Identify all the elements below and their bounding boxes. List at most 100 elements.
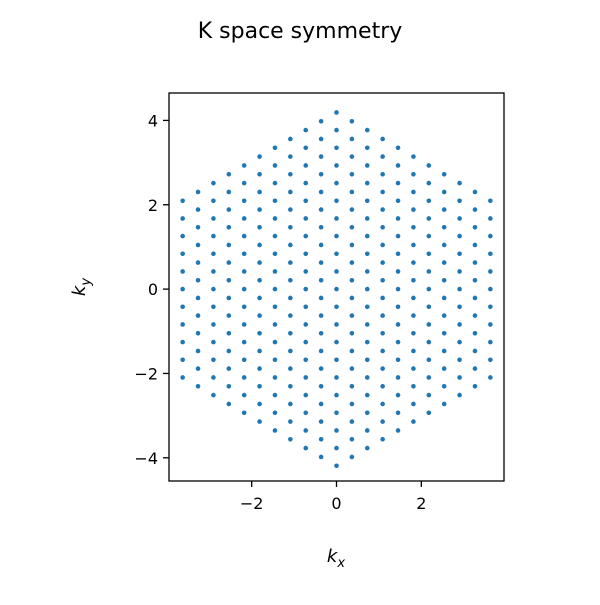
data-point [488, 357, 493, 363]
data-point [364, 357, 370, 363]
data-point [349, 454, 355, 460]
data-point [395, 339, 401, 345]
data-point [303, 304, 309, 310]
data-point [426, 163, 432, 168]
data-point [380, 224, 385, 230]
data-point [364, 269, 370, 274]
data-point [288, 436, 293, 442]
data-point [334, 233, 339, 239]
data-point [257, 277, 262, 283]
data-point [303, 286, 309, 292]
data-point [395, 322, 401, 327]
data-point [441, 383, 447, 389]
data-point [272, 286, 278, 292]
data-point [364, 145, 370, 151]
data-point [457, 357, 462, 363]
data-point [334, 269, 339, 274]
data-point [364, 375, 370, 380]
data-point [349, 295, 355, 301]
data-point [395, 428, 401, 433]
data-point [288, 295, 293, 301]
data-point [441, 313, 447, 318]
data-point [441, 401, 447, 407]
data-point [195, 330, 201, 336]
data-point [226, 277, 232, 283]
data-point [241, 392, 247, 398]
data-point [180, 269, 185, 274]
data-point [211, 216, 216, 221]
data-point [257, 401, 262, 407]
data-point [380, 295, 385, 301]
data-point [288, 260, 293, 265]
data-point [318, 366, 324, 371]
data-point [257, 419, 262, 424]
data-point [380, 401, 385, 407]
data-point [272, 428, 278, 433]
data-point [303, 375, 309, 380]
data-point [303, 392, 309, 398]
data-point [241, 198, 247, 204]
data-point [395, 233, 401, 239]
data-point [180, 357, 185, 363]
chart-title: K space symmetry [198, 19, 403, 44]
y-axis-label-group: ky [69, 278, 94, 296]
data-point [426, 322, 432, 327]
data-point [457, 304, 462, 310]
data-point [349, 136, 355, 142]
data-point [180, 286, 185, 292]
data-point [364, 216, 370, 221]
data-point [380, 383, 385, 389]
data-point [488, 339, 493, 345]
data-point [380, 189, 385, 195]
data-point [380, 419, 385, 424]
data-point [349, 154, 355, 159]
y-axis-ticks: −4 −2 0 2 4 [134, 111, 169, 468]
data-point [318, 136, 324, 142]
data-point [303, 233, 309, 239]
data-point [488, 269, 493, 274]
data-point [226, 260, 232, 265]
data-point [318, 154, 324, 159]
x-tick-label: 0 [331, 494, 341, 513]
data-point [441, 348, 447, 354]
data-point [395, 216, 401, 221]
data-point [257, 348, 262, 354]
data-point [395, 251, 401, 257]
data-point [411, 242, 416, 248]
data-point [226, 383, 232, 389]
data-point [211, 269, 216, 274]
data-point [272, 145, 278, 151]
data-point [457, 216, 462, 221]
data-point [272, 233, 278, 239]
data-point [318, 207, 324, 212]
data-point [426, 286, 432, 292]
data-point [441, 242, 447, 248]
data-point [349, 277, 355, 283]
data-point [272, 251, 278, 257]
data-point [226, 313, 232, 318]
data-point [426, 339, 432, 345]
data-point [334, 445, 339, 451]
data-point [472, 207, 478, 212]
data-point [380, 154, 385, 159]
data-point [288, 224, 293, 230]
data-point [411, 224, 416, 230]
data-point [180, 233, 185, 239]
data-point [441, 171, 447, 177]
data-point [303, 127, 309, 133]
data-point [349, 118, 355, 124]
data-point [257, 171, 262, 177]
data-point [272, 410, 278, 416]
data-point [411, 295, 416, 301]
data-point [395, 145, 401, 151]
data-point [211, 375, 216, 380]
data-point [318, 242, 324, 248]
data-point [426, 410, 432, 416]
data-point [195, 383, 201, 389]
data-point [318, 454, 324, 460]
data-point [364, 163, 370, 168]
data-point [411, 189, 416, 195]
data-point [272, 198, 278, 204]
data-point [257, 242, 262, 248]
